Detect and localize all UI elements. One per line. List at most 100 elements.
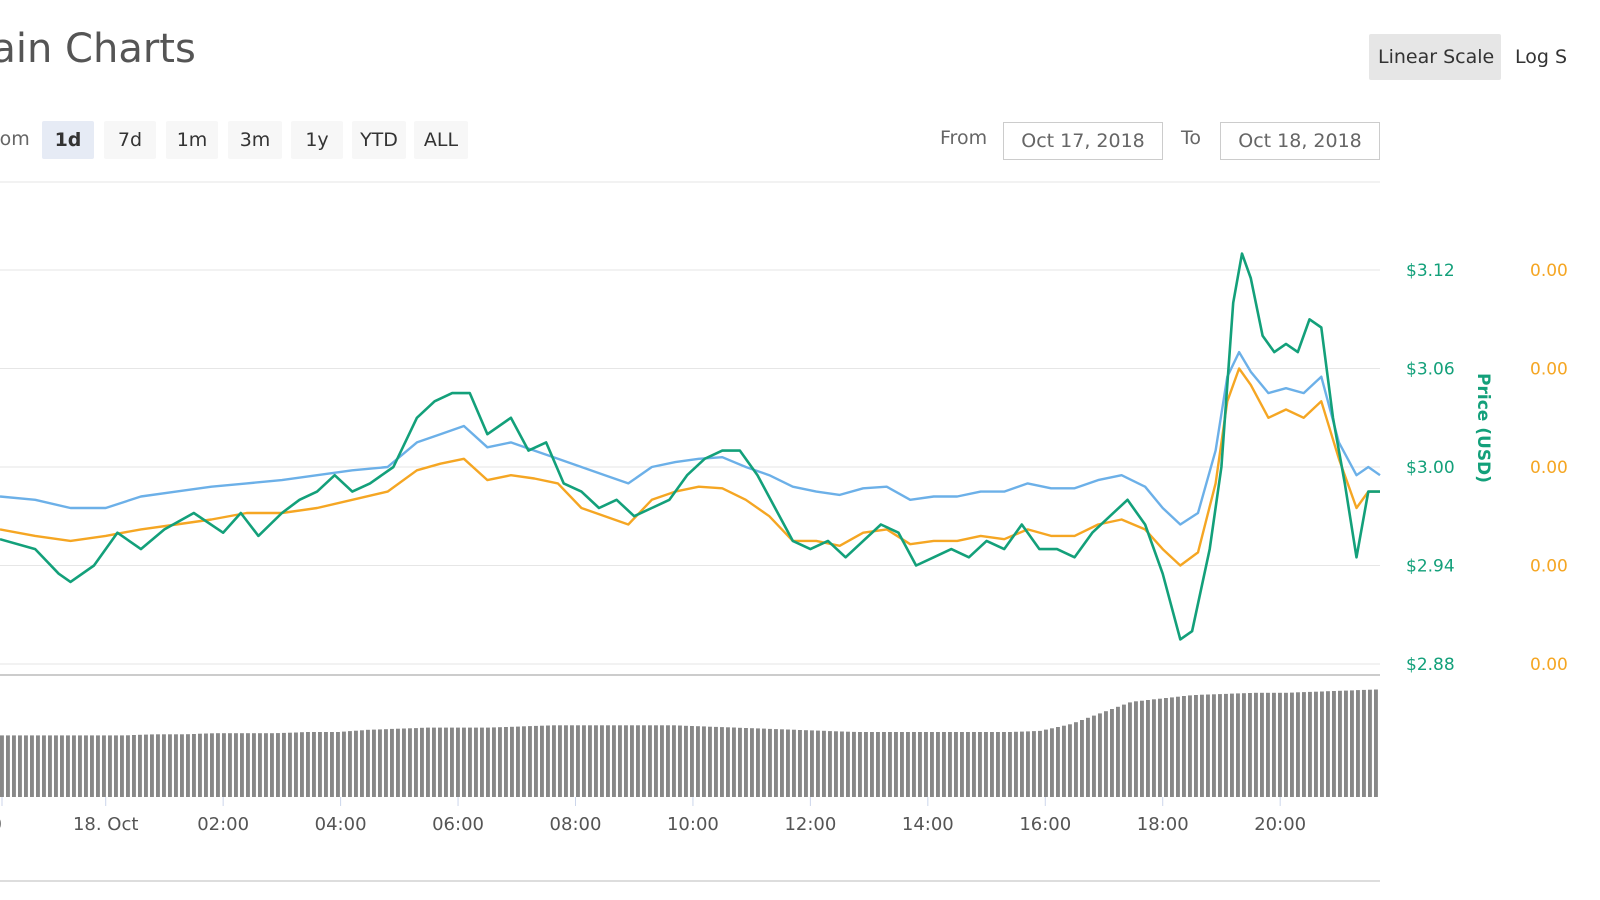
volume-bar	[1224, 693, 1228, 797]
volume-bar	[714, 726, 718, 797]
volume-bar	[222, 733, 226, 797]
volume-bar	[444, 727, 448, 797]
volume-bar	[552, 725, 556, 797]
volume-bar	[1218, 694, 1222, 797]
volume-bar	[786, 729, 790, 797]
from-label: From	[940, 127, 988, 149]
volume-bar	[1014, 731, 1018, 797]
volume-bar	[1344, 690, 1348, 797]
volume-bar	[984, 732, 988, 797]
from-date-input[interactable]: Oct 17, 2018	[1003, 122, 1163, 160]
y-tick-label-secondary: 0.00	[1530, 458, 1568, 478]
volume-bar	[216, 733, 220, 797]
volume-bar	[720, 727, 724, 797]
volume-bar	[126, 735, 130, 797]
volume-bar	[348, 731, 352, 797]
volume-bar	[564, 725, 568, 797]
volume-bar	[534, 725, 538, 797]
volume-bar	[1350, 690, 1354, 797]
volume-bar	[588, 725, 592, 797]
volume-bar	[504, 727, 508, 797]
volume-bar	[918, 732, 922, 797]
zoom-1d-button[interactable]: 1d	[42, 121, 94, 159]
zoom-ytd-button[interactable]: YTD	[352, 121, 406, 159]
volume-bar	[882, 732, 886, 797]
page-title: nain Charts	[0, 26, 196, 72]
volume-bar	[1026, 731, 1030, 797]
volume-bar	[1338, 690, 1342, 797]
volume-bar	[816, 730, 820, 797]
volume-bar	[1194, 695, 1198, 797]
series-line-btc	[0, 367, 1380, 567]
volume-bar	[540, 725, 544, 797]
zoom-3m-button[interactable]: 3m	[228, 121, 282, 159]
volume-bar	[690, 726, 694, 797]
volume-bar	[744, 728, 748, 797]
volume-bar	[1182, 696, 1186, 797]
volume-bar	[390, 728, 394, 797]
volume-bar	[1092, 715, 1096, 797]
volume-bar	[762, 728, 766, 797]
volume-bar	[546, 725, 550, 797]
zoom-1y-button[interactable]: 1y	[291, 121, 343, 159]
to-date-input[interactable]: Oct 18, 2018	[1220, 122, 1380, 160]
volume-bar	[288, 732, 292, 797]
volume-bar	[1176, 696, 1180, 797]
volume-bar	[522, 726, 526, 797]
volume-bar	[384, 729, 388, 797]
volume-bar	[1278, 692, 1282, 797]
volume-bar	[450, 727, 454, 797]
volume-bar	[1236, 693, 1240, 797]
volume-bar	[1374, 689, 1378, 797]
volume-bar	[456, 727, 460, 797]
volume-bar	[948, 732, 952, 797]
volume-bar	[174, 734, 178, 797]
x-tick-label: 18:00	[1137, 814, 1189, 835]
volume-bar	[1302, 692, 1306, 797]
volume-bar	[90, 735, 94, 797]
volume-bar	[606, 725, 610, 797]
volume-bar	[48, 735, 52, 797]
volume-bar	[936, 732, 940, 797]
volume-bar	[102, 735, 106, 797]
x-tick-label: 14:00	[902, 814, 954, 835]
volume-bar	[930, 732, 934, 797]
zoom-7d-button[interactable]: 7d	[104, 121, 156, 159]
volume-bar	[1140, 700, 1144, 797]
volume-bar	[1104, 711, 1108, 797]
zoom-all-button[interactable]: ALL	[414, 121, 468, 159]
volume-bar	[846, 731, 850, 797]
log-scale-button[interactable]: Log S	[1515, 46, 1568, 68]
volume-bar	[228, 733, 232, 797]
volume-bar	[144, 734, 148, 797]
volume-bar	[1122, 704, 1126, 797]
volume-bar	[654, 725, 658, 797]
volume-bar	[966, 732, 970, 797]
volume-bar	[1080, 720, 1084, 797]
linear-scale-button[interactable]: Linear Scale	[1369, 34, 1501, 80]
zoom-1m-button[interactable]: 1m	[166, 121, 218, 159]
volume-bar	[708, 726, 712, 797]
volume-bar	[1074, 722, 1078, 797]
volume-bar	[1254, 692, 1258, 797]
volume-bar	[1284, 692, 1288, 797]
volume-bar	[438, 727, 442, 797]
volume-bar	[1032, 731, 1036, 797]
y-tick-label-secondary: 0.00	[1530, 655, 1568, 675]
volume-bar	[312, 732, 316, 797]
volume-bar	[168, 734, 172, 797]
volume-bar	[84, 735, 88, 797]
volume-bar	[1068, 724, 1072, 797]
y-tick-label-usd: $3.06	[1406, 360, 1455, 380]
volume-bar	[276, 733, 280, 797]
volume-bar	[282, 732, 286, 797]
volume-bar	[1044, 729, 1048, 797]
x-tick-label: 0	[0, 814, 2, 835]
volume-bar	[198, 733, 202, 797]
volume-bar	[1062, 725, 1066, 797]
volume-bar	[750, 728, 754, 797]
volume-bar	[678, 725, 682, 797]
volume-bar	[906, 732, 910, 797]
x-tick-label: 20:00	[1254, 814, 1306, 835]
